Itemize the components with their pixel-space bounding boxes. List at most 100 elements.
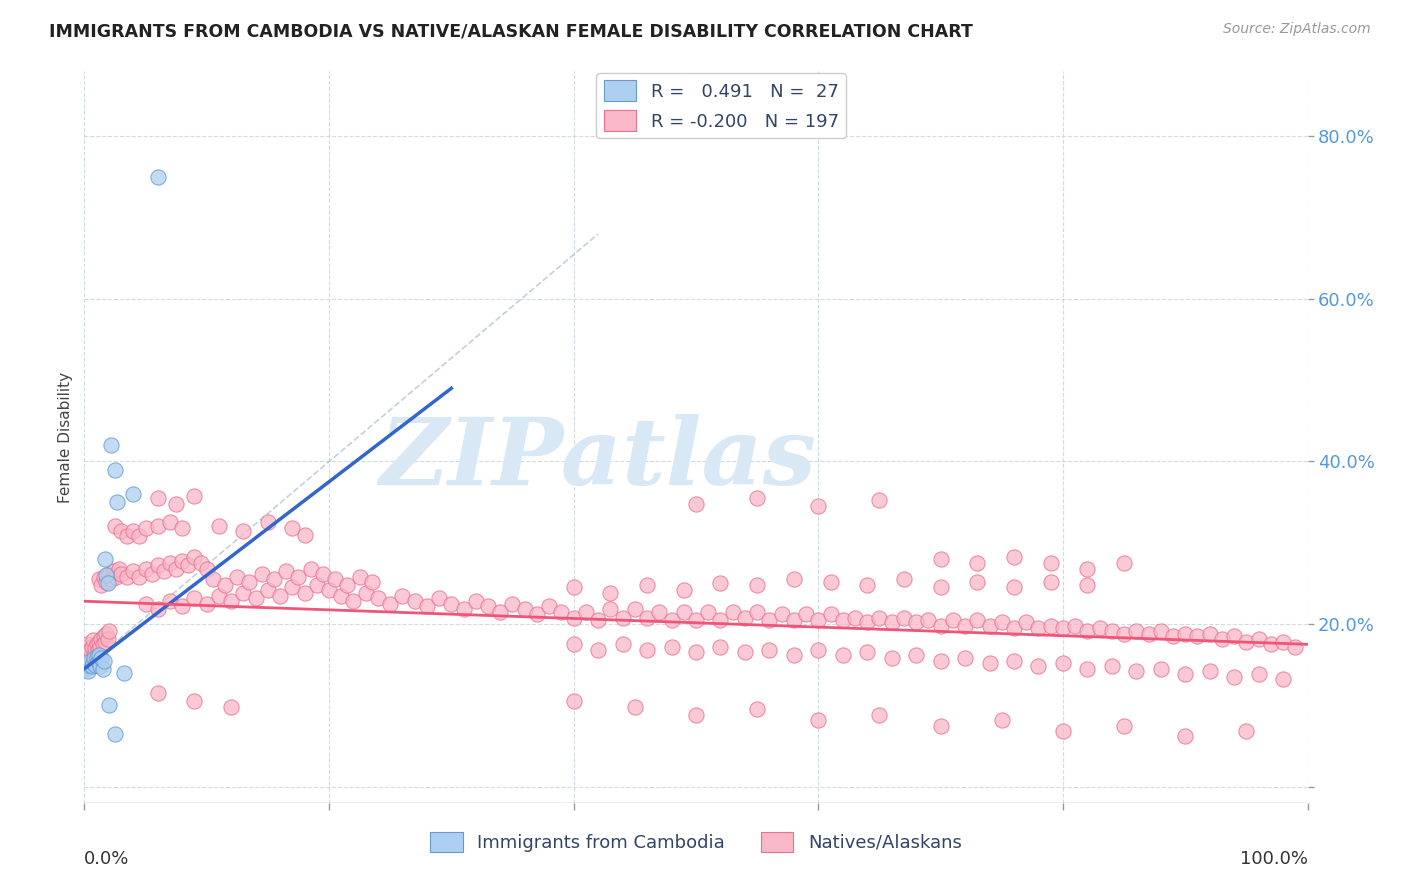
Point xyxy=(1101,624,1123,638)
Point xyxy=(697,605,720,619)
Point xyxy=(122,564,145,578)
Point xyxy=(97,624,120,638)
Point xyxy=(1247,632,1270,646)
Point xyxy=(115,529,138,543)
Point xyxy=(1187,629,1209,643)
Point xyxy=(1260,637,1282,651)
Point xyxy=(110,524,132,538)
Point xyxy=(299,562,322,576)
Point xyxy=(294,527,316,541)
Point xyxy=(562,610,585,624)
Point xyxy=(672,582,695,597)
Point xyxy=(612,610,634,624)
Point xyxy=(226,570,249,584)
Point xyxy=(661,640,683,654)
Point xyxy=(893,610,915,624)
Point xyxy=(96,568,118,582)
Point xyxy=(367,591,389,605)
Point xyxy=(86,637,108,651)
Point xyxy=(807,499,830,513)
Text: Source: ZipAtlas.com: Source: ZipAtlas.com xyxy=(1223,22,1371,37)
Point xyxy=(685,613,707,627)
Point xyxy=(165,562,187,576)
Point xyxy=(87,572,110,586)
Point xyxy=(238,574,260,589)
Point xyxy=(783,613,806,627)
Point xyxy=(94,635,117,649)
Point xyxy=(146,686,169,700)
Point xyxy=(380,597,402,611)
Point xyxy=(453,602,475,616)
Point xyxy=(190,556,212,570)
Text: 0.0%: 0.0% xyxy=(84,850,129,868)
Point xyxy=(141,566,163,581)
Point xyxy=(648,605,671,619)
Point xyxy=(87,643,110,657)
Point xyxy=(76,637,98,651)
Point xyxy=(77,657,100,672)
Point xyxy=(1137,626,1160,640)
Point xyxy=(281,521,304,535)
Point xyxy=(276,564,298,578)
Point xyxy=(165,497,187,511)
Point xyxy=(1236,635,1258,649)
Point xyxy=(336,578,359,592)
Point xyxy=(966,574,988,589)
Point xyxy=(586,643,609,657)
Point xyxy=(107,562,129,576)
Point xyxy=(195,597,218,611)
Point xyxy=(195,562,218,576)
Point xyxy=(820,574,842,589)
Point xyxy=(97,698,120,713)
Point xyxy=(953,651,976,665)
Point xyxy=(513,602,536,616)
Point xyxy=(856,645,879,659)
Text: ZIPatlas: ZIPatlas xyxy=(380,414,817,504)
Point xyxy=(734,645,756,659)
Point xyxy=(183,591,205,605)
Point xyxy=(709,576,731,591)
Point xyxy=(440,597,463,611)
Point xyxy=(1161,629,1184,643)
Point xyxy=(208,589,231,603)
Point xyxy=(135,562,157,576)
Point xyxy=(76,659,98,673)
Point xyxy=(177,558,200,573)
Point xyxy=(84,641,107,656)
Point xyxy=(79,654,101,668)
Point xyxy=(709,640,731,654)
Point xyxy=(146,602,169,616)
Point xyxy=(1088,621,1111,635)
Point xyxy=(747,578,769,592)
Point xyxy=(586,613,609,627)
Point xyxy=(721,605,744,619)
Point xyxy=(110,566,132,581)
Point xyxy=(104,727,127,741)
Point xyxy=(89,640,111,654)
Point xyxy=(105,495,128,509)
Point xyxy=(905,615,928,630)
Point xyxy=(526,607,548,622)
Point xyxy=(820,607,842,622)
Point xyxy=(917,613,939,627)
Point xyxy=(636,610,658,624)
Point xyxy=(1064,618,1087,632)
Point xyxy=(1039,618,1062,632)
Point xyxy=(294,586,316,600)
Point xyxy=(747,702,769,716)
Point xyxy=(172,599,194,614)
Point xyxy=(747,491,769,505)
Point xyxy=(538,599,561,614)
Point xyxy=(794,607,817,622)
Point xyxy=(758,613,780,627)
Point xyxy=(91,662,114,676)
Point xyxy=(82,656,104,670)
Point xyxy=(103,564,125,578)
Point xyxy=(80,640,103,654)
Point xyxy=(929,718,952,732)
Point xyxy=(856,578,879,592)
Point xyxy=(250,566,273,581)
Point xyxy=(281,581,304,595)
Point xyxy=(831,613,853,627)
Point xyxy=(122,524,145,538)
